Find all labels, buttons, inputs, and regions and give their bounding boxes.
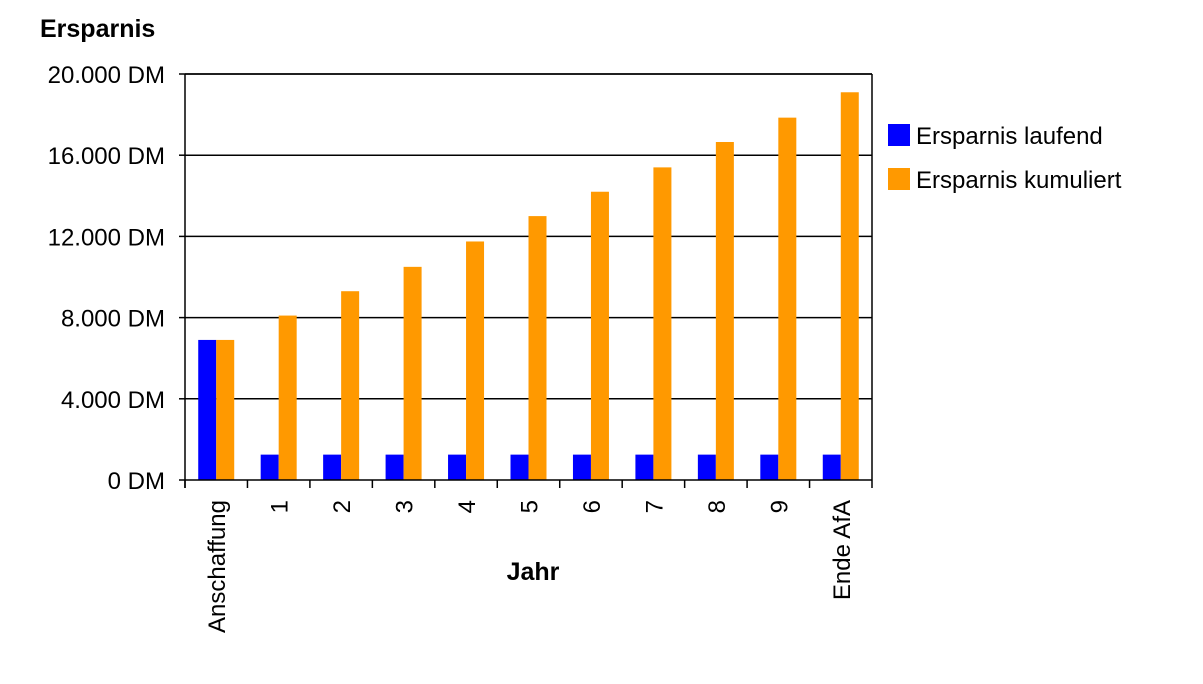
bar-kumuliert [341,291,360,480]
bar-laufend [822,454,841,480]
x-tick-label: 2 [329,500,356,513]
legend-swatch [888,124,910,146]
bar-laufend [635,454,654,480]
y-tick-label: 20.000 DM [48,62,165,89]
bar-kumuliert [778,117,797,481]
bar-laufend [260,454,279,480]
x-tick-label: Anschaffung [204,500,231,633]
bar-kumuliert [278,315,297,480]
bar-kumuliert [528,216,547,480]
bar-kumuliert [590,191,609,481]
y-tick-label: 12.000 DM [48,224,165,251]
x-tick-label: 8 [704,500,731,513]
x-tick-label: 5 [517,500,544,513]
bar-kumuliert [653,167,672,480]
y-axis-title: Ersparnis [40,15,155,43]
y-tick-label: 16.000 DM [48,143,165,170]
x-tick-label: Ende AfA [829,500,856,600]
bar-laufend [697,454,716,480]
x-tick-label: 6 [579,500,606,513]
bar-laufend [760,454,779,480]
bar-laufend [572,454,591,480]
bar-kumuliert [715,142,734,480]
bars [198,92,859,481]
legend-swatch [888,168,910,190]
y-tick-label: 8.000 DM [61,306,165,333]
bar-kumuliert [840,92,859,481]
legend: Ersparnis laufend Ersparnis kumuliert [888,123,1122,194]
x-axis-title: Jahr [507,558,560,586]
legend-label: Ersparnis kumuliert [916,167,1122,194]
y-tick-label: 4.000 DM [61,387,165,414]
y-tick-label: 0 DM [108,468,165,495]
x-tick-labels: Anschaffung 1 2 3 4 5 6 7 8 9 Ende AfA [204,500,856,633]
bar-kumuliert [403,266,422,480]
bar-laufend [198,339,217,480]
bar-laufend [510,454,529,480]
axes [184,73,873,488]
x-tick-label: 4 [454,500,481,513]
x-tick-label: 9 [766,500,793,513]
y-tick-labels: 0 DM 4.000 DM 8.000 DM 12.000 DM 16.000 DM 20… [48,62,165,495]
legend-label: Ersparnis laufend [916,123,1103,150]
x-tick-label: 3 [392,500,419,513]
bar-kumuliert [216,339,235,480]
bar-laufend [323,454,342,480]
bar-laufend [385,454,404,480]
bar-kumuliert [466,241,485,480]
x-tick-label: 7 [641,500,668,513]
x-tick-label: 1 [267,500,294,513]
bar-laufend [448,454,467,480]
